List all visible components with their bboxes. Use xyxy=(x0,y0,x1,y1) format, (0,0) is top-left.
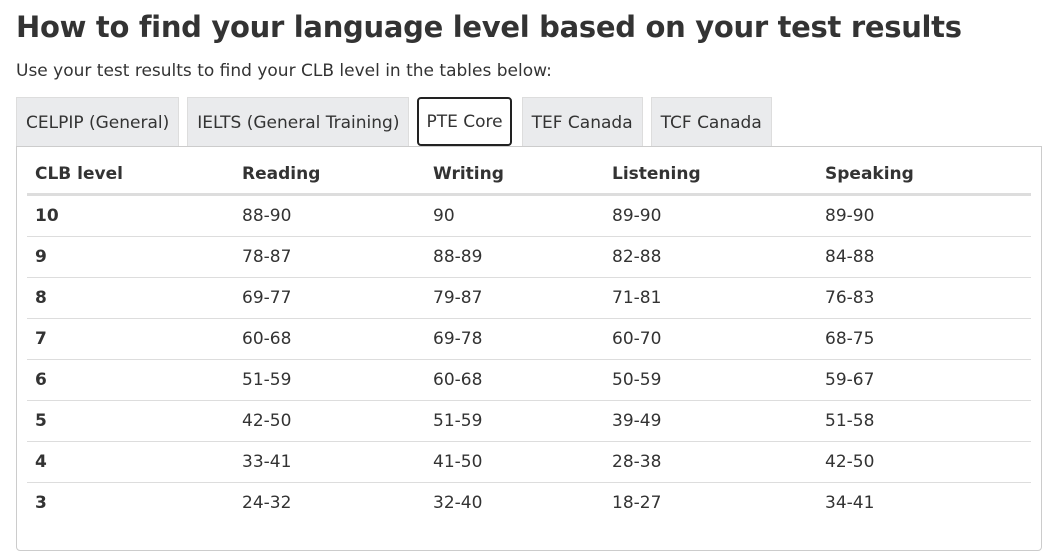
table-row: 3 24-32 32-40 18-27 34-41 xyxy=(27,483,1031,524)
column-header-clb-level: CLB level xyxy=(27,155,234,196)
cell-speaking: 34-41 xyxy=(825,493,875,513)
cell-writing: 41-50 xyxy=(425,441,604,483)
cell-reading: 24-32 xyxy=(242,493,292,513)
cell-reading: 60-68 xyxy=(234,318,425,360)
column-header-speaking: Speaking xyxy=(817,155,1031,196)
cell-listening: 50-59 xyxy=(604,359,817,401)
cell-writing: 90 xyxy=(425,194,604,237)
page-title: How to find your language level based on… xyxy=(16,10,962,44)
cell-speaking: 84-88 xyxy=(817,236,1031,278)
table-header-row: CLB level Reading Writing Listening Spea… xyxy=(27,155,1031,196)
cell-reading: 69-77 xyxy=(234,277,425,319)
cell-writing: 51-59 xyxy=(425,400,604,442)
cell-reading: 33-41 xyxy=(234,441,425,483)
column-header-writing: Writing xyxy=(425,155,604,196)
cell-clb-level: 8 xyxy=(27,277,234,319)
clb-table: CLB level Reading Writing Listening Spea… xyxy=(27,155,1031,523)
test-tabs: CELPIP (General) IELTS (General Training… xyxy=(16,97,780,147)
cell-reading: 88-90 xyxy=(234,194,425,237)
cell-reading: 51-59 xyxy=(234,359,425,401)
cell-clb-level: 5 xyxy=(27,400,234,442)
cell-clb-level: 7 xyxy=(27,318,234,360)
cell-reading: 78-87 xyxy=(234,236,425,278)
cell-writing: 60-68 xyxy=(425,359,604,401)
cell-writing: 69-78 xyxy=(425,318,604,360)
table-row: 4 33-41 41-50 28-38 42-50 xyxy=(27,441,1031,483)
tab-tcf-canada[interactable]: TCF Canada xyxy=(650,97,772,147)
tab-celpip[interactable]: CELPIP (General) xyxy=(16,97,180,147)
cell-writing: 88-89 xyxy=(425,236,604,278)
cell-listening: 18-27 xyxy=(612,493,662,513)
cell-speaking: 68-75 xyxy=(817,318,1031,360)
cell-speaking: 89-90 xyxy=(817,194,1031,237)
cell-speaking: 51-58 xyxy=(817,400,1031,442)
cell-speaking: 76-83 xyxy=(817,277,1031,319)
column-header-listening: Listening xyxy=(604,155,817,196)
cell-listening: 39-49 xyxy=(604,400,817,442)
cell-clb-level: 9 xyxy=(27,236,234,278)
cell-speaking: 59-67 xyxy=(817,359,1031,401)
cell-listening: 89-90 xyxy=(604,194,817,237)
table-row: 8 69-77 79-87 71-81 76-83 xyxy=(27,277,1031,319)
cell-clb-level: 3 xyxy=(35,493,47,513)
tab-pte-core[interactable]: PTE Core xyxy=(417,97,512,146)
cell-clb-level: 10 xyxy=(27,194,234,237)
table-row: 5 42-50 51-59 39-49 51-58 xyxy=(27,400,1031,442)
table-row: 9 78-87 88-89 82-88 84-88 xyxy=(27,236,1031,278)
intro-text: Use your test results to find your CLB l… xyxy=(16,61,552,81)
table-row: 7 60-68 69-78 60-70 68-75 xyxy=(27,318,1031,360)
cell-listening: 71-81 xyxy=(604,277,817,319)
cell-speaking: 42-50 xyxy=(817,441,1031,483)
cell-writing: 32-40 xyxy=(433,493,483,513)
tab-panel: CLB level Reading Writing Listening Spea… xyxy=(16,146,1042,551)
column-header-reading: Reading xyxy=(234,155,425,196)
cell-reading: 42-50 xyxy=(234,400,425,442)
cell-clb-level: 4 xyxy=(27,441,234,483)
cell-writing: 79-87 xyxy=(425,277,604,319)
table-row: 10 88-90 90 89-90 89-90 xyxy=(27,194,1031,237)
cell-clb-level: 6 xyxy=(27,359,234,401)
tab-ielts[interactable]: IELTS (General Training) xyxy=(187,97,410,147)
cell-listening: 60-70 xyxy=(604,318,817,360)
cell-listening: 28-38 xyxy=(604,441,817,483)
table-row: 6 51-59 60-68 50-59 59-67 xyxy=(27,359,1031,401)
cell-listening: 82-88 xyxy=(604,236,817,278)
tab-tef-canada[interactable]: TEF Canada xyxy=(521,97,643,147)
